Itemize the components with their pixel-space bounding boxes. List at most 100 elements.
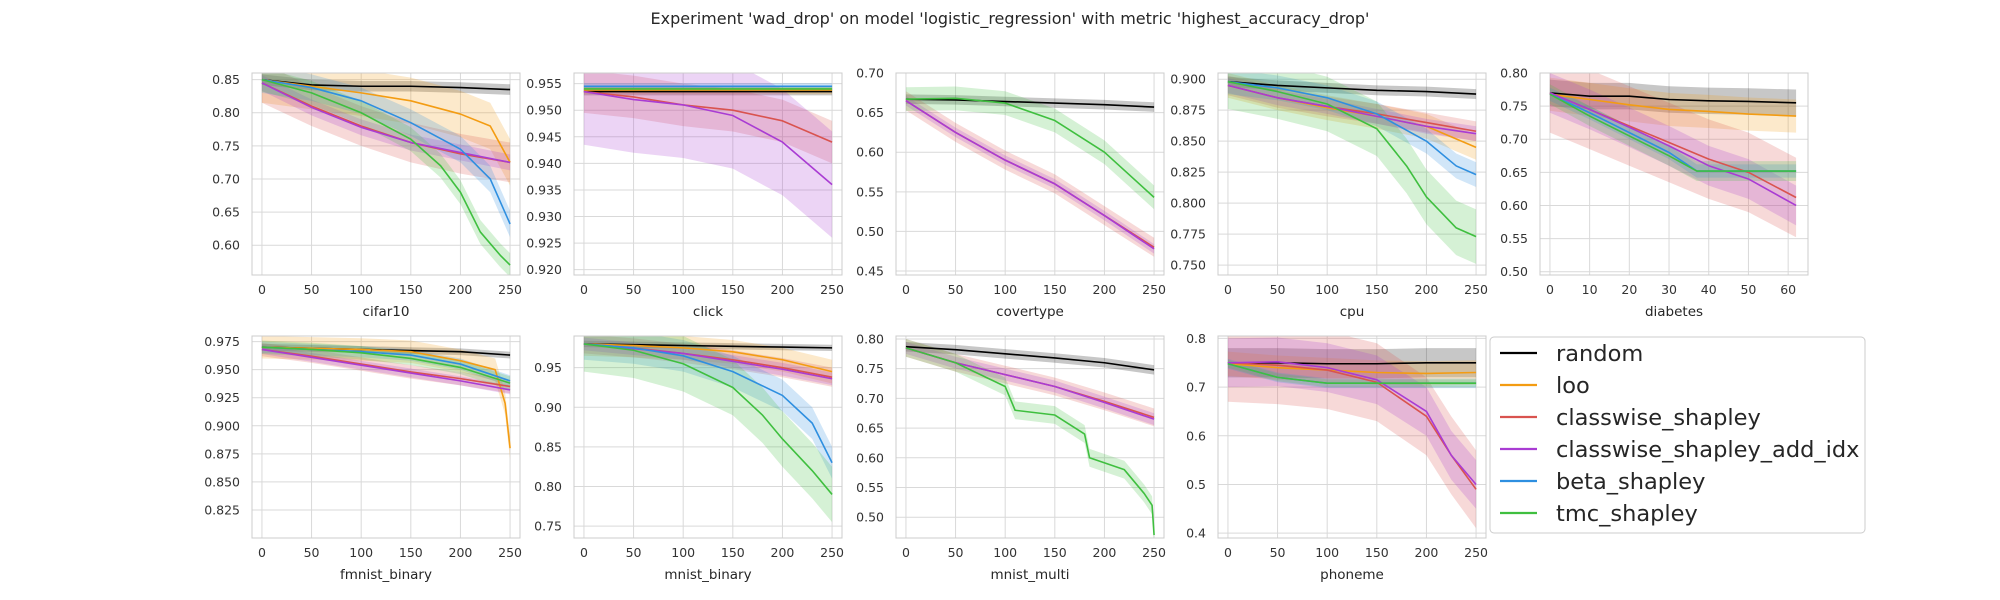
y-tick-label: 0.850	[1170, 134, 1206, 149]
line-classwise-shapley-add-idx	[261, 82, 511, 164]
line-classwise-shapley-add-idx	[261, 348, 511, 391]
x-tick-label: 40	[1701, 282, 1717, 297]
y-tick-label: 0.80	[212, 105, 240, 120]
axes-frame	[1217, 72, 1487, 276]
series-group	[905, 86, 1155, 257]
y-tick-label: 0.925	[526, 236, 562, 251]
subplot-covertype: 0 50 100 150 200 250 0.45 0.50 0.55 0.60 0.65 0.70 c…	[856, 66, 1166, 321]
band-classwise-shapley-add-idx	[905, 95, 1155, 254]
line-tmc-shapley	[583, 343, 833, 495]
y-tick-label: 0.750	[1170, 258, 1206, 273]
y-tick-label: 0.75	[856, 361, 884, 376]
band-beta-shapley	[261, 73, 511, 238]
legend-item-classwise-shapley: classwise_shapley	[1500, 405, 1761, 431]
legend-label: classwise_shapley_add_idx	[1556, 437, 1860, 463]
line-classwise-shapley-add-idx	[905, 100, 1155, 250]
subplot-diabetes: 0 10 20 30 40 50 60 0.50 0.55 0.60 0.65 0.70 0.75 0.8…	[1500, 66, 1809, 320]
legend-label: beta_shapley	[1556, 469, 1705, 495]
y-tick-label: 0.7	[1186, 380, 1206, 395]
y-tick-label: 0.950	[526, 103, 562, 118]
y-tick-label: 0.875	[204, 446, 240, 461]
y-tick-label: 0.80	[856, 331, 884, 346]
x-axis-label: diabetes	[1645, 304, 1703, 320]
x-tick-label: 0	[258, 545, 266, 560]
y-tick-label: 0.75	[212, 138, 240, 153]
x-axis-label: covertype	[996, 304, 1064, 320]
band-tmc-shapley	[1227, 73, 1477, 264]
y-tick-label: 0.65	[856, 105, 884, 120]
band-classwise-shapley	[1227, 336, 1477, 529]
plot-area	[252, 73, 520, 275]
legend-item-tmc-shapley: tmc_shapley	[1500, 501, 1698, 527]
line-tmc-shapley	[905, 347, 1155, 536]
axes-frame	[895, 335, 1165, 539]
subplot-fmnist-binary: 0 50 100 150 200 250 0.825 0.850 0.875 0.900 0.925…	[204, 334, 522, 583]
band-random	[1227, 76, 1477, 100]
y-tick-label: 0.75	[1500, 99, 1528, 114]
x-tick-label: 250	[1464, 545, 1488, 560]
series-group	[1227, 336, 1477, 529]
y-tick-label: 0.955	[526, 76, 562, 91]
y-tick-label: 0.775	[1170, 227, 1206, 242]
y-tick-label: 0.925	[204, 390, 240, 405]
band-classwise-shapley-add-idx	[905, 341, 1155, 426]
x-tick-label: 20	[1621, 282, 1637, 297]
y-tick-label: 0.65	[1500, 165, 1528, 180]
y-tick-label: 0.6	[1186, 428, 1206, 443]
axes-frame	[1539, 72, 1809, 276]
y-tick-label: 0.900	[1170, 72, 1206, 87]
y-tick-label: 0.65	[212, 205, 240, 220]
band-beta-shapley	[1227, 358, 1477, 389]
x-tick-label: 100	[671, 545, 695, 560]
band-loo	[261, 73, 511, 186]
line-tmc-shapley	[1227, 80, 1477, 238]
band-beta-shapley	[1549, 87, 1797, 178]
legend-item-classwise-shapley-add-idx: classwise_shapley_add_idx	[1500, 437, 1860, 463]
series-group	[1549, 73, 1797, 238]
x-axis-label: cifar10	[363, 304, 410, 320]
line-loo	[1227, 362, 1477, 375]
x-axis-label: cpu	[1340, 304, 1365, 320]
line-beta-shapley	[583, 343, 833, 464]
legend-item-loo: loo	[1500, 373, 1590, 399]
legend-label: random	[1556, 341, 1643, 367]
line-tmc-shapley	[261, 346, 511, 384]
x-tick-label: 100	[1315, 282, 1339, 297]
axes-frame	[573, 72, 843, 276]
y-tick-label: 0.70	[856, 66, 884, 81]
line-classwise-shapley	[583, 90, 833, 143]
y-tick-label: 0.75	[534, 519, 562, 534]
x-tick-label: 50	[626, 545, 642, 560]
x-tick-label: 0	[1224, 545, 1232, 560]
y-tick-label: 0.975	[204, 334, 240, 349]
band-loo	[261, 336, 511, 460]
band-loo	[583, 336, 833, 384]
x-tick-label: 200	[1093, 282, 1117, 297]
x-tick-label: 50	[948, 282, 964, 297]
band-tmc-shapley	[261, 340, 511, 390]
x-tick-label: 100	[1315, 545, 1339, 560]
line-loo	[261, 346, 511, 449]
series-group	[1227, 73, 1477, 264]
x-tick-label: 250	[1142, 545, 1166, 560]
x-axis-label: phoneme	[1320, 567, 1384, 583]
y-tick-label: 0.60	[1500, 198, 1528, 213]
x-tick-label: 150	[1365, 282, 1389, 297]
x-tick-label: 250	[820, 545, 844, 560]
x-tick-label: 60	[1780, 282, 1796, 297]
line-classwise-shapley-add-idx	[583, 90, 833, 186]
x-tick-label: 50	[1740, 282, 1756, 297]
x-tick-label: 150	[721, 282, 745, 297]
legend-label: loo	[1556, 373, 1590, 399]
x-tick-label: 10	[1582, 282, 1598, 297]
x-tick-label: 150	[399, 282, 423, 297]
line-random	[905, 345, 1155, 371]
subplot-click: 0 50 100 150 200 250 0.920 0.925 0.930 0.935 0.940…	[526, 72, 844, 320]
y-tick-label: 0.50	[856, 224, 884, 239]
subplot-mnist-multi: 0 50 100 150 200 250 0.50 0.55 0.60 0.65 0.70 0.75 0…	[856, 331, 1166, 583]
legend-item-random: random	[1500, 341, 1643, 367]
subplot-grid: 0 50 100 150 200 2500.600.650.700.750.800.85c…	[204, 66, 1809, 583]
band-classwise-shapley	[261, 73, 511, 183]
y-tick-label: 0.80	[1500, 66, 1528, 81]
band-classwise-shapley	[583, 73, 833, 164]
